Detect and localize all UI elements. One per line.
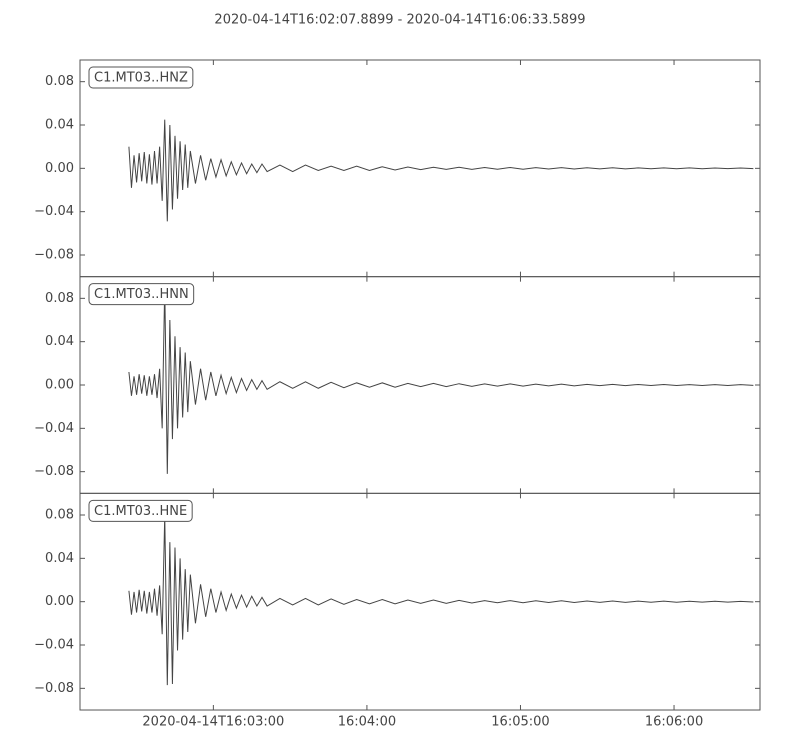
y-tick-label: 0.00 bbox=[45, 161, 74, 176]
trace-label-box bbox=[88, 499, 193, 522]
trace-label: C1.MT03..HNN bbox=[94, 287, 189, 302]
y-tick-label: 0.04 bbox=[45, 118, 74, 133]
y-tick-label: −0.08 bbox=[34, 248, 74, 263]
y-tick-label: 0.04 bbox=[45, 551, 74, 566]
trace-label-box bbox=[88, 283, 195, 306]
y-tick-label: −0.04 bbox=[34, 204, 74, 219]
y-tick-label: 0.08 bbox=[45, 291, 74, 306]
y-tick-label: −0.08 bbox=[34, 681, 74, 696]
y-tick-label: 0.00 bbox=[45, 378, 74, 393]
x-tick-label: 2020-04-14T16:03:00 bbox=[142, 715, 284, 730]
chart-title: 2020-04-14T16:02:07.8899 - 2020-04-14T16… bbox=[214, 13, 585, 28]
waveform bbox=[128, 119, 754, 222]
y-tick-label: 0.08 bbox=[45, 508, 74, 523]
y-tick-label: −0.04 bbox=[34, 421, 74, 436]
y-tick-label: 0.08 bbox=[45, 74, 74, 89]
x-tick-label: 16:05:00 bbox=[491, 715, 549, 730]
y-tick-label: 0.00 bbox=[45, 594, 74, 609]
waveform bbox=[128, 514, 754, 686]
x-tick-label: 16:04:00 bbox=[338, 715, 396, 730]
x-tick-label: 16:06:00 bbox=[645, 715, 703, 730]
y-tick-label: −0.08 bbox=[34, 464, 74, 479]
trace-label: C1.MT03..HNZ bbox=[94, 71, 188, 86]
y-tick-label: 0.04 bbox=[45, 334, 74, 349]
waveform bbox=[128, 285, 754, 474]
y-tick-label: −0.04 bbox=[34, 638, 74, 653]
trace-label: C1.MT03..HNE bbox=[94, 504, 187, 519]
trace-label-box bbox=[88, 66, 194, 89]
